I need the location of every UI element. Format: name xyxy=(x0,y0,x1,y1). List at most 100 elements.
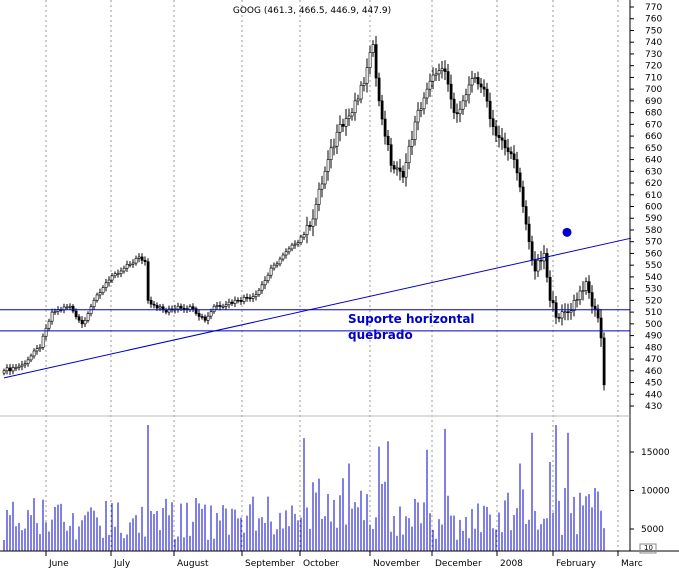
signal-marker xyxy=(562,227,572,237)
candle-down xyxy=(140,256,144,261)
candle-up xyxy=(65,306,69,309)
price-tick-label: 550 xyxy=(645,261,662,271)
candle-up xyxy=(350,112,354,117)
price-tick-label: 750 xyxy=(645,26,662,36)
volume-bars xyxy=(3,425,605,551)
candle-up xyxy=(473,77,477,79)
candle-up xyxy=(131,262,135,265)
candle-down xyxy=(557,317,561,319)
candle-up xyxy=(395,167,399,170)
candle-up xyxy=(536,259,540,272)
candle-up xyxy=(257,289,261,295)
candle-down xyxy=(8,367,12,372)
candle-down xyxy=(152,303,156,306)
annotations xyxy=(0,227,632,379)
candle-up xyxy=(119,270,123,274)
candle-up xyxy=(134,258,138,264)
candle-down xyxy=(503,139,507,149)
candle-up xyxy=(422,97,426,110)
candle-up xyxy=(419,108,423,111)
candle-up xyxy=(338,124,342,133)
price-tick-label: 720 xyxy=(645,62,662,72)
candle-up xyxy=(158,306,162,309)
price-tick-label: 460 xyxy=(645,367,662,377)
candle-up xyxy=(2,370,6,374)
candle-down xyxy=(446,71,450,85)
price-tick-label: 510 xyxy=(645,308,662,318)
candle-up xyxy=(254,294,258,297)
corner-box xyxy=(639,543,657,554)
candle-down xyxy=(545,253,549,278)
candle-up xyxy=(431,74,435,82)
candle-down xyxy=(383,118,387,137)
candle-up xyxy=(305,225,309,235)
candle-down xyxy=(596,308,600,319)
candle-down xyxy=(71,305,75,312)
candle-up xyxy=(458,108,462,115)
month-label: February xyxy=(556,559,597,569)
price-tick-label: 690 xyxy=(645,97,662,107)
candle-down xyxy=(452,98,456,113)
volume-tick-label: 5000 xyxy=(641,525,664,535)
volume-tick-label: 15000 xyxy=(641,448,670,458)
price-tick-label: 540 xyxy=(645,273,662,283)
candle-up xyxy=(275,263,279,266)
candle-down xyxy=(380,100,384,120)
price-tick-label: 560 xyxy=(645,249,662,259)
price-tick-label: 610 xyxy=(645,191,662,201)
candle-up xyxy=(413,121,417,140)
candle-up xyxy=(365,67,369,84)
candle-up xyxy=(35,348,39,352)
candle-up xyxy=(242,297,246,302)
price-tick-label: 450 xyxy=(645,379,662,389)
candle-up xyxy=(335,131,339,147)
price-tick-label: 670 xyxy=(645,120,662,130)
candle-up xyxy=(113,273,117,277)
candle-down xyxy=(539,259,543,262)
price-tick-label: 700 xyxy=(645,85,662,95)
candle-up xyxy=(110,275,114,281)
price-tick-label: 630 xyxy=(645,167,662,177)
candle-up xyxy=(575,299,579,301)
candle-up xyxy=(221,305,225,308)
month-label: June xyxy=(48,559,69,569)
candle-down xyxy=(512,153,516,160)
candle-down xyxy=(509,151,513,155)
month-label: 2008 xyxy=(500,559,523,569)
candle-down xyxy=(491,118,495,128)
candle-down xyxy=(449,83,453,100)
candle-down xyxy=(74,310,78,318)
candle-down xyxy=(455,112,459,115)
price-tick-label: 430 xyxy=(645,402,662,412)
price-tick-label: 500 xyxy=(645,320,662,330)
candle-down xyxy=(527,223,531,243)
candle-up xyxy=(584,281,588,291)
price-tick-label: 740 xyxy=(645,38,662,48)
candle-down xyxy=(548,276,552,301)
price-tick-label: 470 xyxy=(645,355,662,365)
candle-down xyxy=(593,305,597,310)
candle-up xyxy=(293,243,297,246)
price-tick-label: 600 xyxy=(645,203,662,213)
candle-up xyxy=(461,100,465,110)
candle-down xyxy=(377,77,381,102)
candle-up xyxy=(215,305,219,307)
candle-up xyxy=(212,305,216,313)
candle-up xyxy=(317,188,321,205)
candle-down xyxy=(518,172,522,188)
price-tick-label: 620 xyxy=(645,179,662,189)
candle-up xyxy=(359,85,363,100)
candle-up xyxy=(125,264,129,269)
candle-up xyxy=(314,204,318,220)
price-tick-label: 760 xyxy=(645,15,662,25)
candle-down xyxy=(239,300,243,302)
candle-up xyxy=(329,147,333,160)
price-tick-label: 520 xyxy=(645,296,662,306)
candle-up xyxy=(302,234,306,238)
candle-up xyxy=(251,296,255,299)
candle-down xyxy=(143,260,147,262)
price-tick-label: 770 xyxy=(645,3,662,13)
candle-up xyxy=(116,273,120,275)
month-label: September xyxy=(245,559,295,569)
